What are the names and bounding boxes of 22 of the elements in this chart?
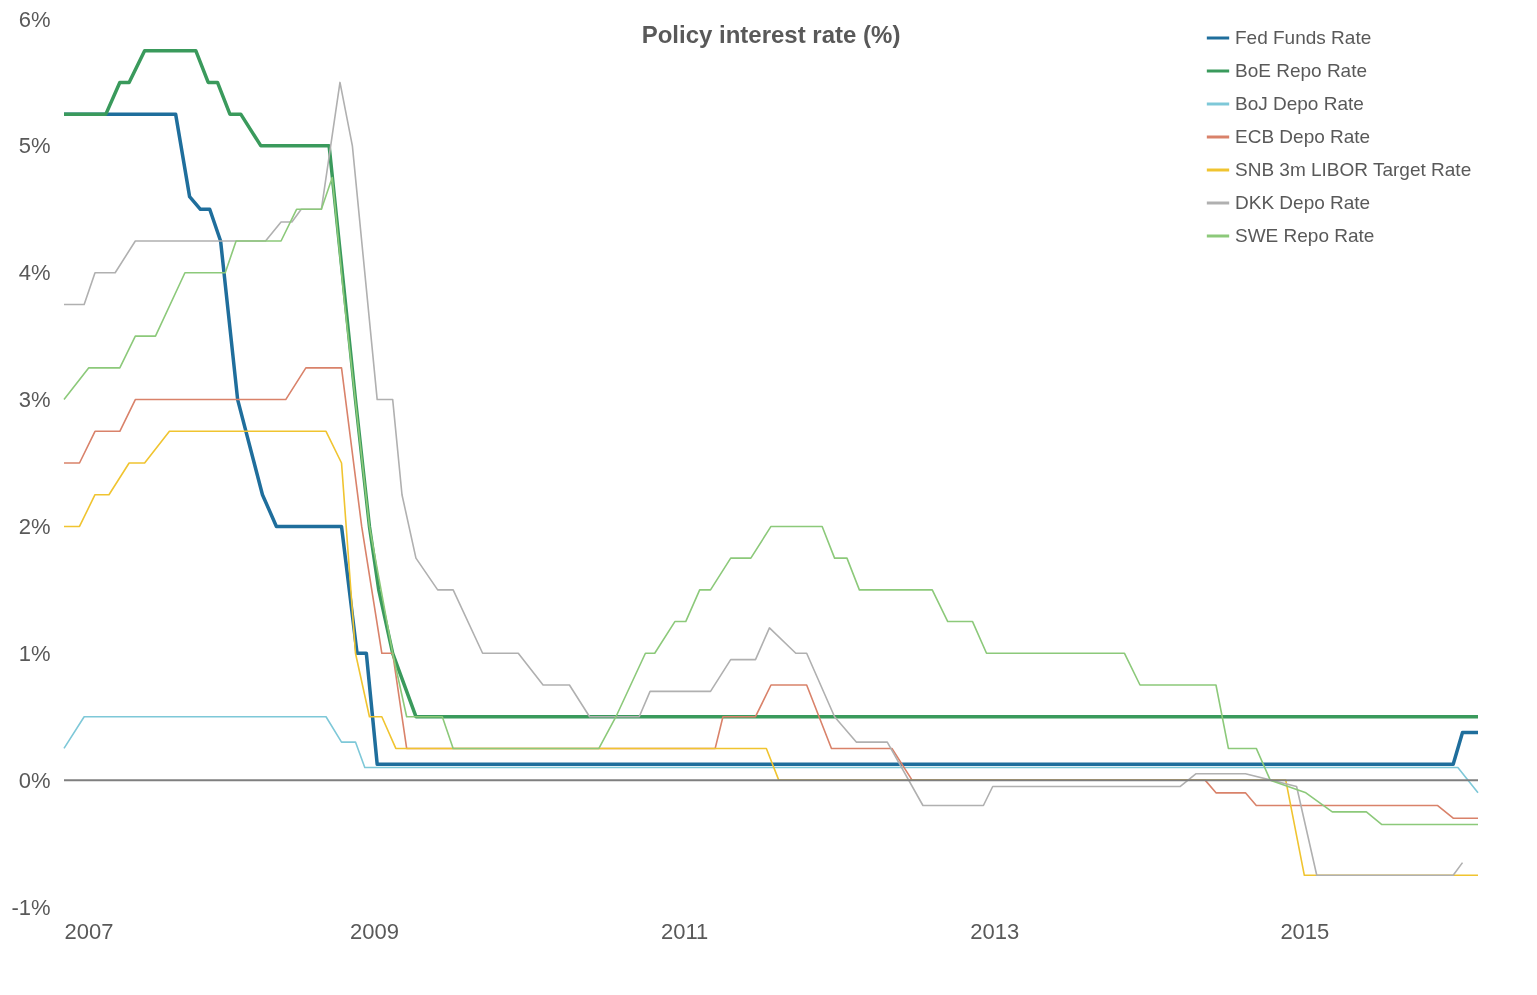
- y-tick-label: 0%: [18, 767, 51, 793]
- legend-label: ECB Depo Rate: [1235, 126, 1371, 147]
- y-tick-label: 6%: [18, 6, 51, 32]
- legend-label: Fed Funds Rate: [1235, 27, 1372, 48]
- line-series: [63, 715, 1479, 794]
- legend-label: BoJ Depo Rate: [1235, 93, 1364, 114]
- y-tick-label: -1%: [11, 894, 51, 920]
- x-tick-label: 2009: [350, 918, 400, 944]
- legend-label: SWE Repo Rate: [1235, 225, 1375, 246]
- legend-label: DKK Depo Rate: [1235, 192, 1371, 213]
- y-tick-label: 2%: [18, 513, 51, 539]
- y-tick-label: 5%: [18, 133, 51, 159]
- y-tick-label: 1%: [18, 640, 51, 666]
- x-tick-label: 2011: [661, 918, 709, 944]
- x-tick-label: 2015: [1280, 918, 1330, 944]
- legend-label: BoE Repo Rate: [1235, 60, 1368, 81]
- legend-label: SNB 3m LIBOR Target Rate: [1235, 159, 1472, 180]
- y-tick-label: 3%: [18, 387, 51, 413]
- x-tick-label: 2007: [64, 918, 114, 944]
- chart-title: Policy interest rate (%): [641, 21, 901, 48]
- x-tick-label: 2013: [970, 918, 1020, 944]
- y-tick-label: 4%: [18, 260, 51, 286]
